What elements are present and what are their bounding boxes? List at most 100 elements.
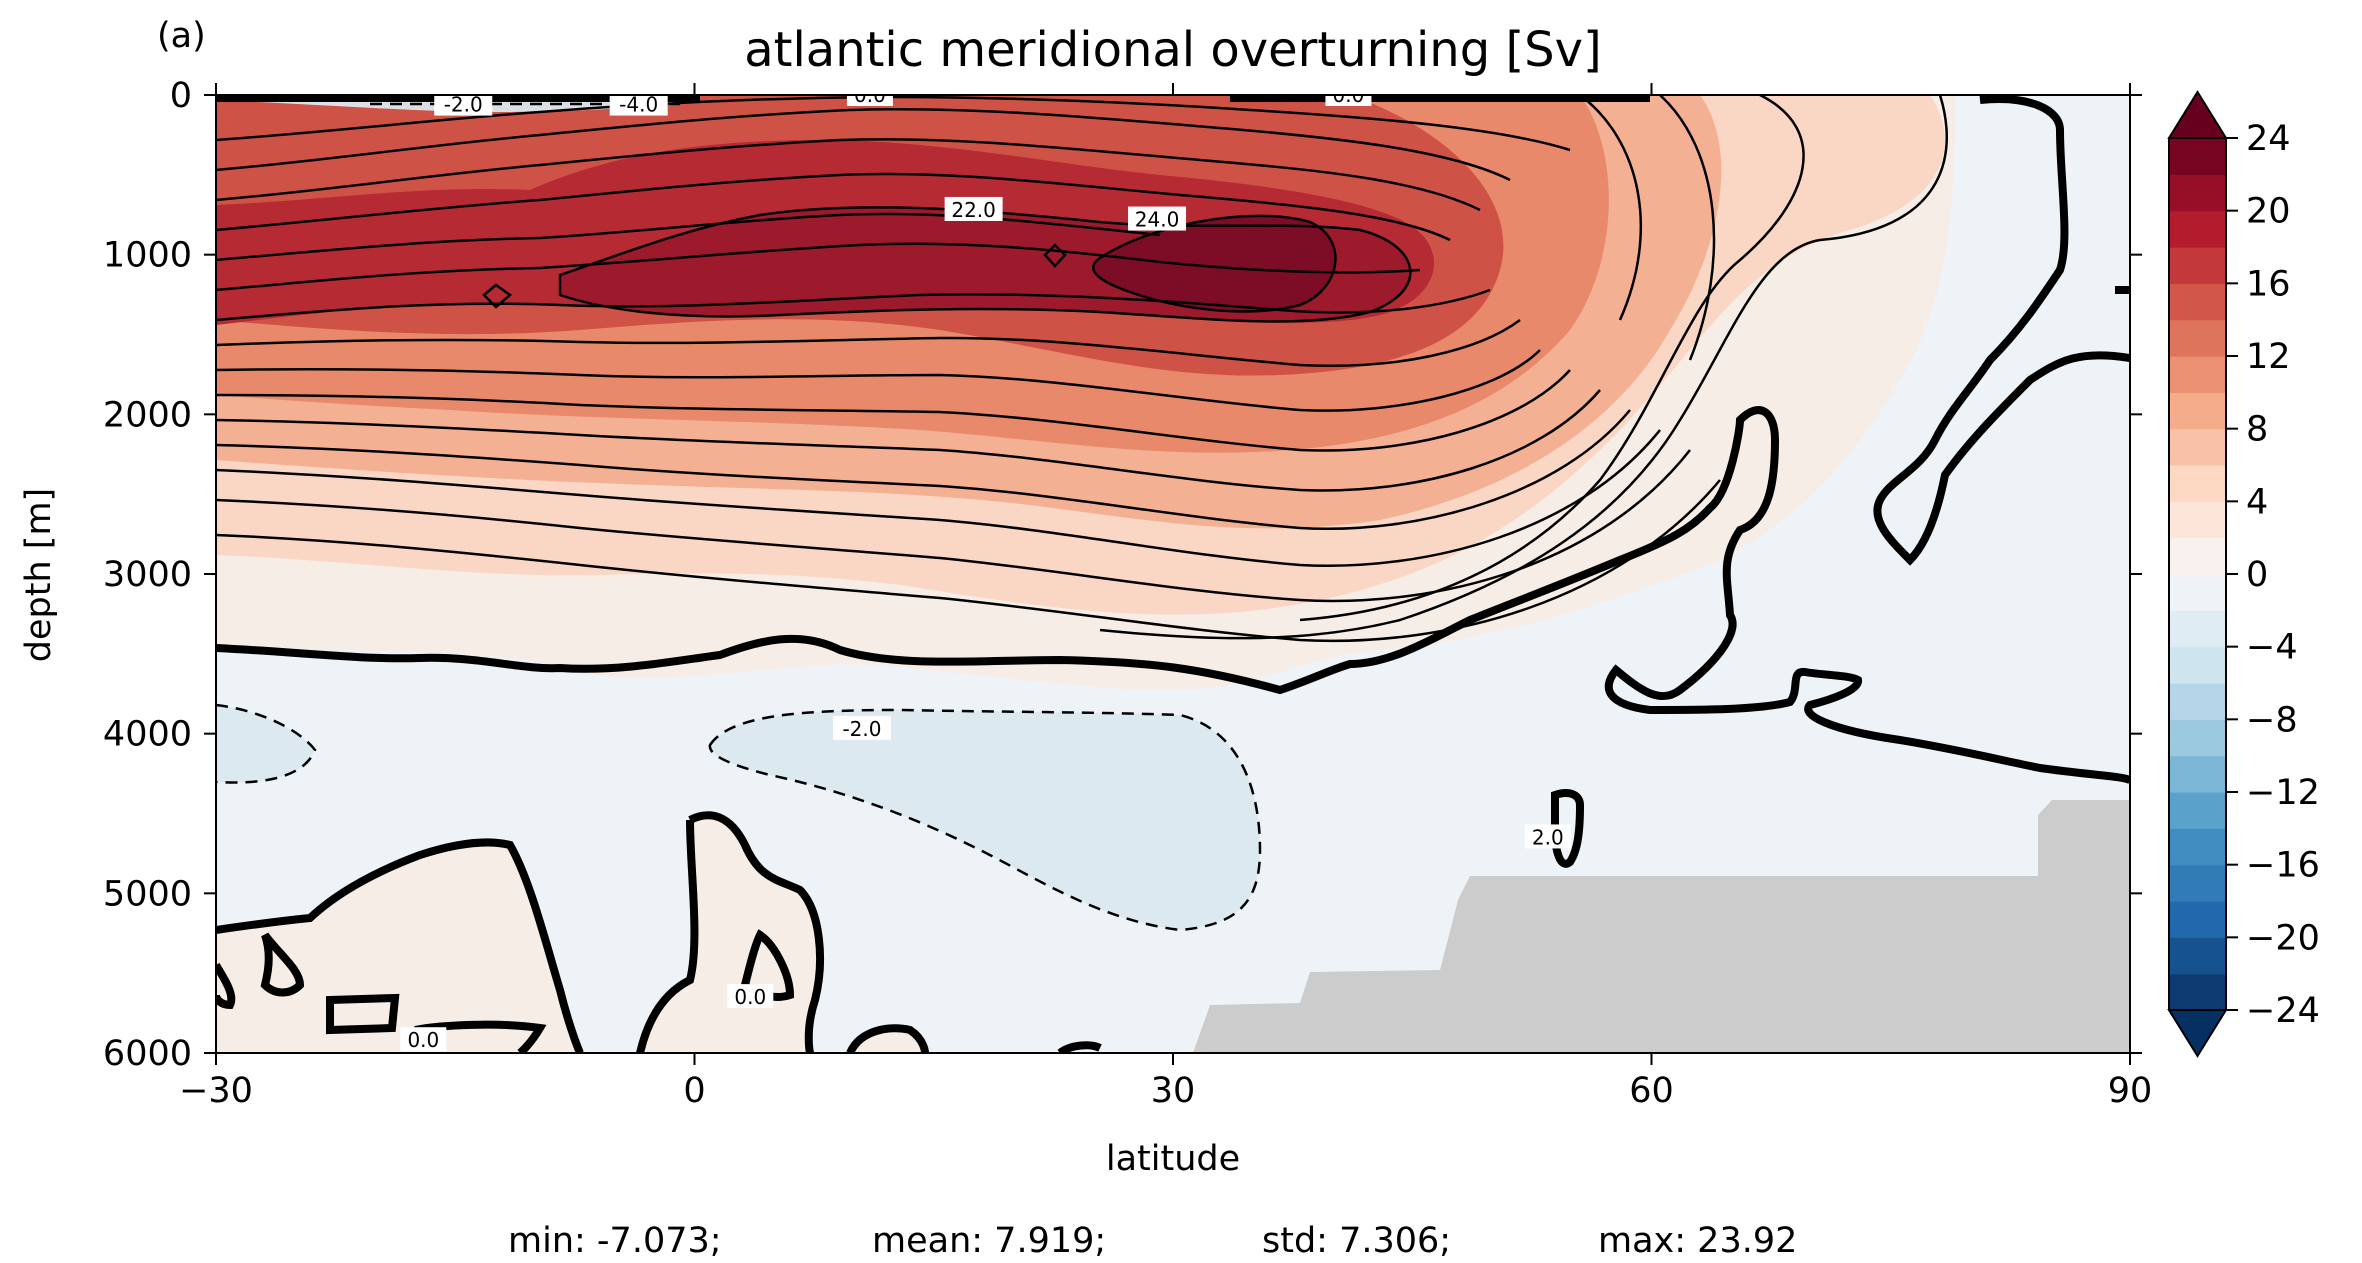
contour-line (1092, 214, 1337, 313)
fill-deep-negative-west (216, 705, 315, 783)
contour-label-bg (400, 1027, 447, 1052)
contour-line (1579, 95, 1643, 321)
zero-contour-abyss-west-a (216, 838, 584, 1053)
zero-contour-abyss-west-e (414, 1020, 547, 1053)
contour-label: -2.0 (832, 715, 891, 741)
stat-std: std: 7.306; (1262, 1221, 1451, 1261)
colorbar-band (2169, 319, 2226, 357)
y-tick-label: 2000 (103, 395, 192, 435)
colorbar-tick-label: 16 (2246, 264, 2291, 304)
contour-label: 0.0 (846, 95, 893, 107)
contour-label-bg (434, 95, 493, 116)
zero-contour-abyss-center-d (846, 1024, 929, 1053)
contour-line (216, 389, 1601, 492)
zero-contour-abyss-west-d (326, 993, 400, 1035)
contour-line (216, 318, 1521, 367)
contour-label-text: 0.0 (734, 985, 766, 1009)
fill-band-above-24 (1093, 215, 1336, 312)
contour-line (216, 107, 1511, 182)
panel-label: (a) (157, 16, 206, 56)
colorbar-band (2169, 864, 2226, 902)
contour-label-bg (1325, 95, 1372, 106)
x-axis: −30 0 30 60 90 (179, 83, 2152, 1111)
contour-line (216, 369, 1571, 452)
y-tick-label: 3000 (103, 555, 192, 595)
fill-deep-negative-east (709, 710, 1260, 930)
colorbar-band (2169, 465, 2226, 502)
contour-label-text: 22.0 (951, 198, 996, 222)
contour-label: 24.0 (1128, 206, 1187, 232)
contour-label-text: 24.0 (1135, 208, 1180, 232)
contour-line (1099, 95, 1948, 640)
contour-line (558, 206, 1412, 323)
x-tick-label: −30 (179, 1071, 253, 1111)
contour-line (216, 449, 1691, 603)
x-tick-label: 60 (1629, 1071, 1674, 1111)
contour-label-text: 0.0 (407, 1028, 439, 1052)
colorbar-band (2169, 501, 2226, 539)
contour-line-dashed (216, 703, 317, 784)
colorbar-tick-label: 24 (2246, 119, 2291, 159)
zero-contour-abyss-west-c (216, 962, 236, 1010)
fill-abyssal-positive-west (216, 842, 580, 1053)
contour-label-bg (832, 715, 891, 740)
colorbar-tick-label: −16 (2246, 846, 2320, 886)
colorbar-band (2169, 828, 2226, 866)
zero-contour-abyss-center-b (636, 819, 699, 1053)
colorbar-band (2169, 537, 2226, 575)
contour-line (216, 429, 1661, 567)
contour-line (1659, 95, 1716, 361)
contour-label-text: 0.0 (1333, 83, 1365, 107)
colorbar-tick-label: 20 (2246, 192, 2291, 232)
colorbar-band (2169, 138, 2226, 175)
contour-lines (216, 95, 1948, 643)
contour-label: -4.0 (609, 93, 668, 117)
contour-line (216, 138, 1481, 212)
contour-label: -2.0 (434, 95, 493, 117)
y-tick-label: 0 (170, 76, 192, 116)
contour-line (482, 283, 513, 309)
x-tick-label: 30 (1151, 1071, 1196, 1111)
plot-area: -2.0 -4.0 0.0 0.0 22.0 24.0 -2.0 2.0 0.0 0.0 (216, 83, 2130, 1053)
chart-title: atlantic meridional overturning [Sv] (744, 22, 1602, 78)
colorbar-band (2169, 792, 2226, 829)
contour-label-text: -4.0 (619, 93, 658, 117)
contour-label-bg (1128, 206, 1187, 231)
contour-line (216, 172, 1451, 242)
contour-label-bg (609, 95, 668, 116)
contour-labels: -2.0 -4.0 0.0 0.0 22.0 24.0 -2.0 2.0 0.0 0.0 (400, 83, 1571, 1052)
stat-max: max: 23.92 (1598, 1221, 1797, 1261)
colorbar-band (2169, 937, 2226, 975)
zero-contour-north (1873, 95, 2130, 566)
y-axis-title: depth [m] (19, 488, 59, 662)
colorbar-band (2169, 610, 2226, 648)
colorbar-tick-label: −8 (2246, 700, 2298, 740)
contour-line (1043, 243, 1067, 268)
contour-line (216, 349, 1541, 412)
colorbar-band (2169, 646, 2226, 684)
contour-label: 0.0 (400, 1027, 447, 1052)
x-tick-label: 90 (2108, 1071, 2153, 1111)
contour-label-bg (1524, 824, 1571, 849)
colorbar-tick-label: −12 (2246, 773, 2320, 813)
contour-label-text: -2.0 (842, 717, 881, 741)
y-axis: 0 1000 2000 3000 4000 5000 6000 (103, 76, 2142, 1074)
contour-label: 2.0 (1524, 824, 1571, 849)
contour-label-text: 2.0 (1532, 825, 1564, 849)
stat-mean: mean: 7.919; (872, 1221, 1106, 1261)
colorbar-band (2169, 356, 2226, 393)
contour-label: 22.0 (944, 196, 1003, 222)
zero-contour-abyss-west-b (260, 932, 305, 997)
colorbar-band (2169, 210, 2226, 248)
colorbar-band (2169, 247, 2226, 284)
colorbar-band (2169, 755, 2226, 793)
contour-label-bg (944, 196, 1003, 221)
contour-label: 0.0 (1325, 83, 1372, 107)
contour-label-bg (727, 984, 774, 1009)
colorbar-tick-label: −4 (2246, 628, 2298, 668)
contour-line (216, 409, 1631, 530)
colorbar: 24 20 16 12 8 4 0 −4 −8 −12 −16 −20 −24 (2167, 90, 2320, 1058)
colorbar-extend-top (2167, 90, 2228, 139)
x-axis-title: latitude (1106, 1139, 1240, 1179)
y-tick-label: 4000 (103, 715, 192, 755)
